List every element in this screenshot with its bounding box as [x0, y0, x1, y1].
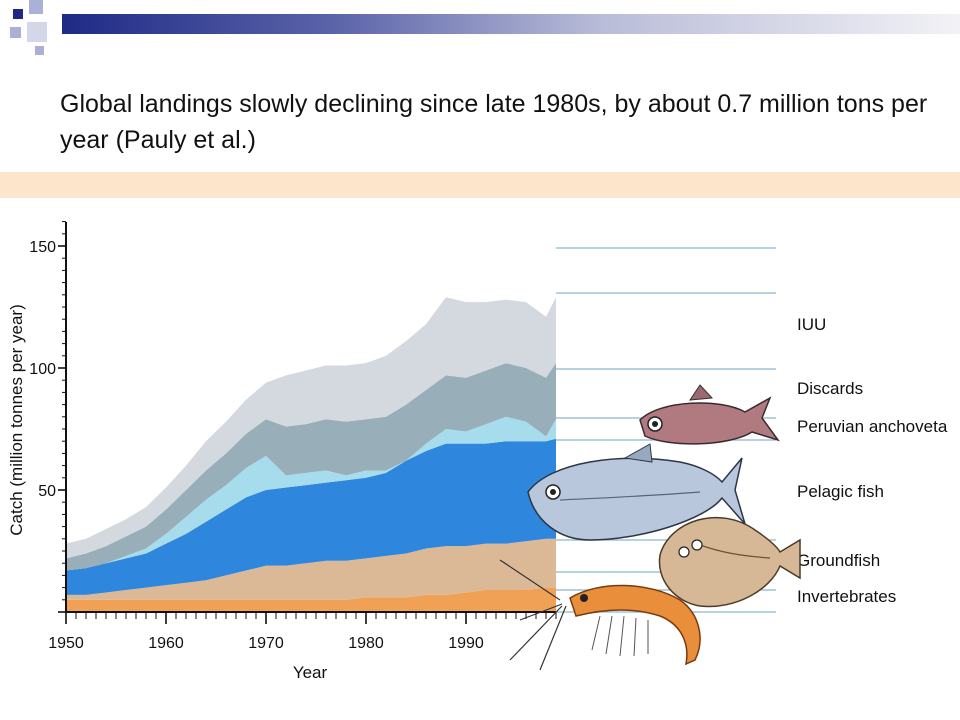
area-series-group [66, 297, 556, 612]
highlight-band [0, 172, 960, 198]
area-iuu [66, 297, 556, 559]
area-peruvian-anchoveta [66, 416, 556, 571]
x-tick-label: 1980 [348, 635, 384, 652]
legend-discards: Discards [797, 379, 863, 398]
fish-anchoveta-icon [639, 384, 780, 445]
area-discards [66, 363, 556, 571]
flatfish-groundfish-icon [658, 516, 801, 608]
tuna-pelagic-icon [527, 443, 746, 541]
shrimp-invertebrate-icon [499, 559, 701, 671]
title-bar-gradient [62, 14, 960, 34]
area-groundfish [66, 538, 556, 600]
x-tick-label: 1960 [148, 635, 184, 652]
legend-invertebrates: Invertebrates [797, 587, 896, 606]
catch-chart: 50 100 150 1950 1960 1970 1980 1990 Year Catch (m… [7, 221, 948, 682]
area-pelagic-fish [66, 438, 556, 595]
x-axis-label: Year [293, 663, 328, 682]
legend-groundfish: Groundfish [797, 551, 880, 570]
legend-group: IUU Discards Peruvian anchoveta Pelagic fis… [797, 315, 948, 606]
legend-iuu: IUU [797, 315, 826, 334]
x-tick-label: 1990 [448, 635, 484, 652]
y-axis-label: Catch (million tonnes per year) [7, 304, 26, 535]
axes-group: 50 100 150 1950 1960 1970 1980 1990 Year Catch (m… [7, 221, 557, 682]
slide-title: Global landings slowly declining since l… [60, 90, 928, 154]
legend-pelagic-fish: Pelagic fish [797, 482, 884, 501]
slide-decoration [0, 0, 80, 60]
x-tick-label: 1970 [248, 635, 284, 652]
x-tick-label: 1950 [48, 635, 84, 652]
y-tick-label: 50 [38, 483, 56, 500]
legend-peruvian-anchoveta: Peruvian anchoveta [797, 417, 948, 436]
y-tick-label: 100 [29, 361, 56, 378]
y-tick-label: 150 [29, 239, 56, 256]
